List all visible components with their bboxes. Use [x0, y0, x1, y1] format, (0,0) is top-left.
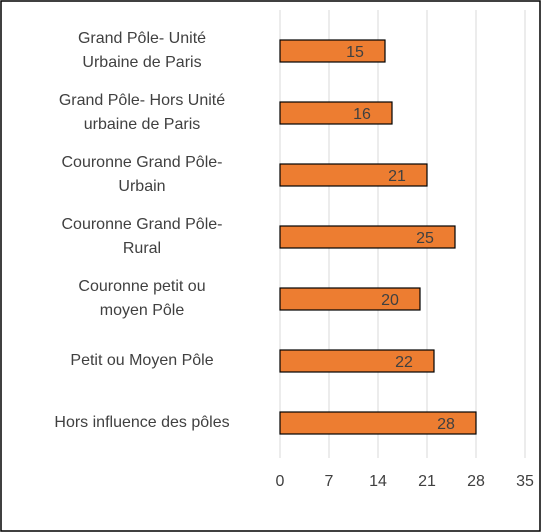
x-tick-label: 14 [369, 473, 387, 490]
bar [279, 287, 421, 311]
bar [279, 411, 477, 435]
data-label: 25 [416, 230, 434, 247]
data-label: 21 [388, 168, 406, 185]
data-label: 22 [395, 354, 413, 371]
category-label: Grand Pôle- Hors Unité urbaine de Paris [58, 92, 226, 133]
category-label: Grand Pôle- Unité Urbaine de Paris [77, 30, 207, 71]
x-tick-label: 28 [467, 473, 485, 490]
data-label: 28 [437, 416, 455, 433]
category-label: Petit ou Moyen Pôle [70, 352, 214, 369]
x-tick-label: 21 [418, 473, 436, 490]
bar [279, 101, 393, 125]
category-label: Hors influence des pôles [54, 414, 230, 431]
data-label: 16 [353, 106, 371, 123]
bar [279, 349, 435, 373]
data-label: 20 [381, 292, 399, 309]
category-label: Couronne Grand Pôle- Rural [61, 216, 223, 257]
category-label: Couronne Grand Pôle- Urbain [61, 154, 223, 195]
category-label: Couronne petit ou moyen Pôle [78, 278, 206, 319]
bar [279, 39, 386, 63]
x-tick-label: 7 [325, 473, 334, 490]
data-label: 15 [346, 44, 364, 61]
x-tick-label: 0 [276, 473, 285, 490]
bar [279, 163, 428, 187]
bar [279, 225, 456, 249]
x-tick-label: 35 [516, 473, 534, 490]
